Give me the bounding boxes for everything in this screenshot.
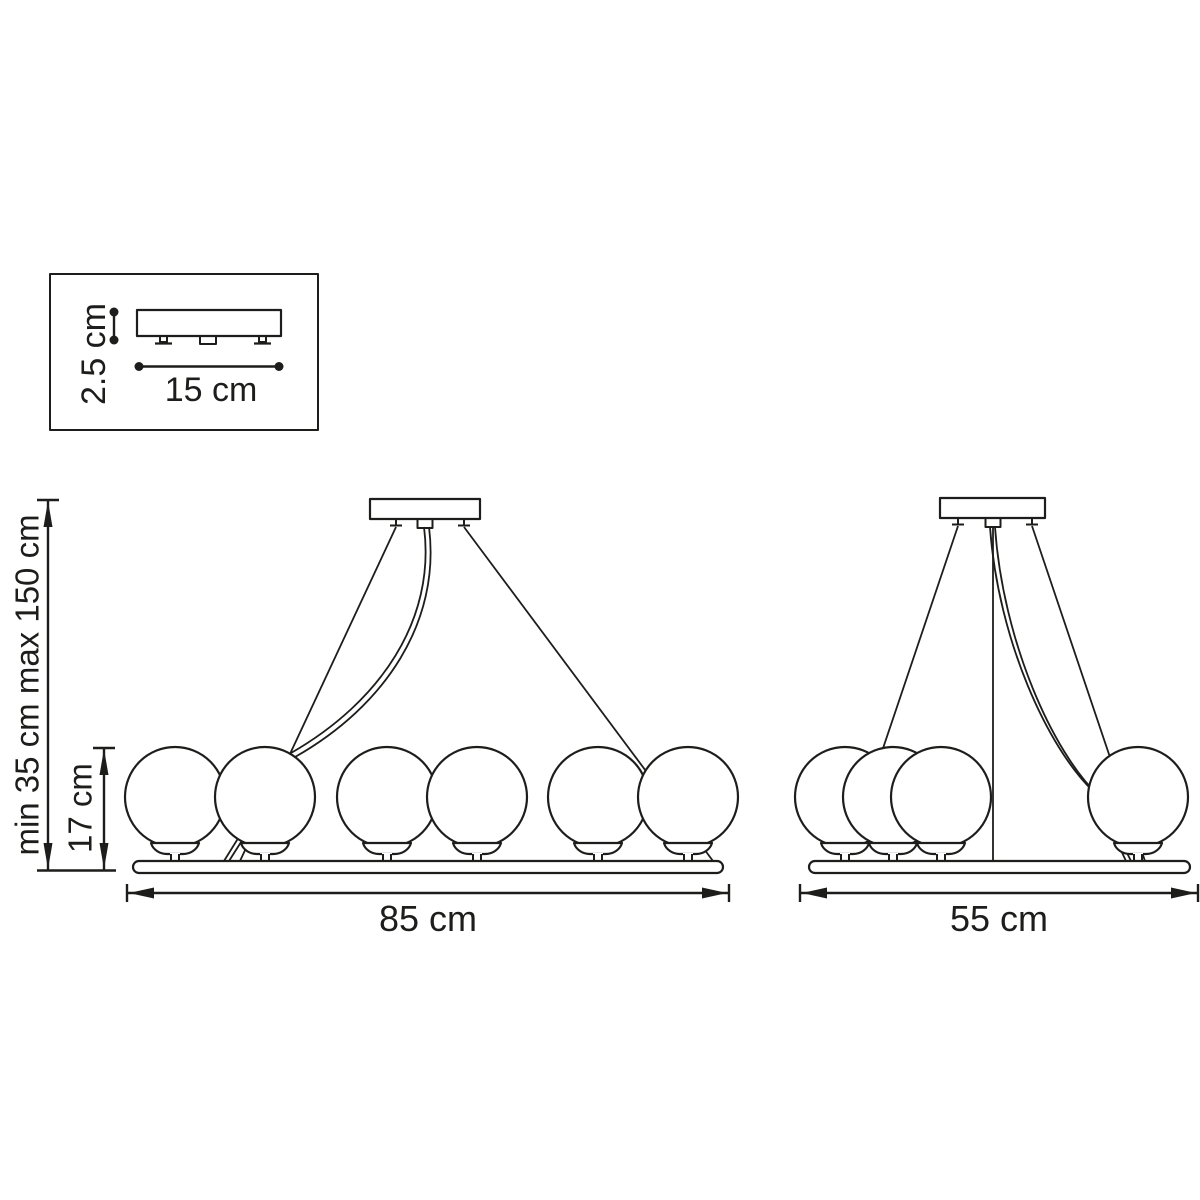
side-globes — [793, 745, 1190, 862]
front-hanging-height-dimension: min 35 cm max 150 cm — [9, 498, 116, 872]
canopy-screw-left — [155, 335, 172, 345]
inset-width-label: 15 cm — [165, 371, 258, 409]
front-globes — [123, 745, 740, 862]
front-width-label: 85 cm — [379, 898, 477, 939]
canopy-screw-left — [952, 518, 964, 526]
globe-unit — [213, 745, 317, 862]
globe-unit — [335, 745, 439, 862]
globe-unit — [889, 745, 993, 862]
canopy-screw-right — [1026, 518, 1038, 526]
cable — [223, 526, 427, 862]
cable — [228, 526, 432, 862]
inset-height-dimension: 2.5 cm — [75, 303, 119, 405]
front-width-dimension: 85 cm — [125, 884, 731, 939]
hanging-height-label: min 35 cm max 150 cm — [9, 514, 46, 855]
inset-panel: 2.5 cm 15 cm — [49, 273, 319, 431]
canopy-connector — [416, 518, 434, 529]
globe-unit — [1086, 745, 1190, 862]
side-base-bar — [807, 859, 1192, 875]
canopy-connector — [199, 336, 217, 345]
canopy-screw-right — [458, 519, 470, 527]
fixture-height-label: 17 cm — [62, 763, 99, 853]
canopy-body — [368, 497, 482, 521]
canopy-screw-right — [254, 335, 271, 345]
side-width-label: 55 cm — [950, 898, 1048, 939]
side-width-dimension: 55 cm — [798, 884, 1200, 939]
side-view: 55 cm — [793, 496, 1200, 939]
front-view: min 35 cm max 150 cm 17 cm 85 cm — [9, 497, 740, 939]
globe-unit — [546, 745, 650, 862]
canopy-body — [135, 308, 283, 338]
front-base-bar — [131, 859, 725, 875]
globe-unit — [425, 745, 529, 862]
cable — [994, 526, 1132, 862]
inset-height-label: 2.5 cm — [75, 303, 113, 405]
inset-canopy-drawing — [135, 308, 283, 345]
front-fixture-height-dimension: 17 cm — [62, 746, 115, 870]
canopy-body — [938, 496, 1047, 520]
inset-border — [49, 273, 319, 431]
side-canopy — [938, 496, 1047, 528]
inset-width-dimension: 15 cm — [134, 362, 284, 409]
front-canopy — [368, 497, 482, 529]
globe-unit — [123, 745, 227, 862]
canopy-screw-left — [390, 519, 402, 527]
globe-unit — [636, 745, 740, 862]
cable — [989, 526, 1127, 862]
canopy-connector — [984, 517, 1002, 528]
